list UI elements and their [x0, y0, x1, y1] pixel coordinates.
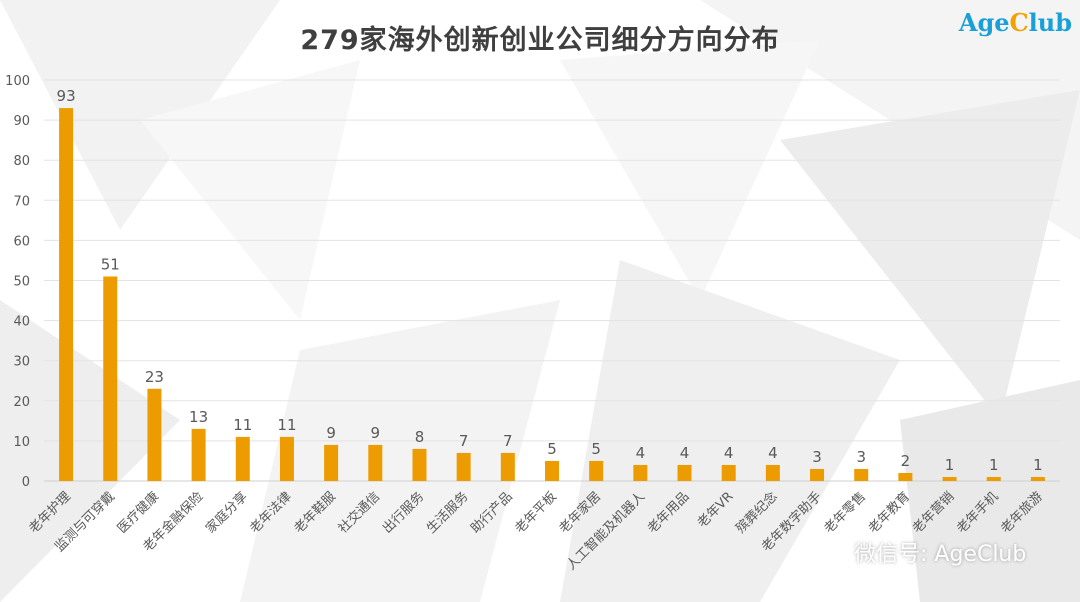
bar — [324, 444, 339, 481]
x-tick-label: 老年平板 — [512, 489, 559, 536]
y-tick-label: 40 — [13, 315, 30, 330]
data-label: 5 — [591, 440, 601, 458]
x-tick-label: 老年VR — [695, 489, 737, 531]
data-label: 3 — [812, 448, 822, 466]
x-tick-label: 老年法律 — [247, 489, 294, 536]
data-label: 13 — [189, 408, 208, 426]
wechat-icon — [806, 537, 846, 566]
data-label: 4 — [768, 444, 778, 462]
bar — [986, 476, 1001, 481]
bar — [633, 464, 648, 481]
y-tick-label: 20 — [13, 395, 30, 410]
bar — [412, 448, 427, 481]
y-tick-label: 80 — [13, 154, 30, 169]
x-tick-label: 老年零售 — [821, 489, 869, 537]
y-tick-label: 60 — [13, 234, 30, 249]
x-tick-label: 老年用品 — [645, 489, 692, 536]
bar — [1030, 476, 1045, 481]
bar — [765, 464, 780, 481]
bar — [235, 436, 250, 481]
bar — [677, 464, 692, 481]
data-label: 11 — [277, 416, 296, 434]
x-tick-label: 老年营销 — [910, 489, 957, 536]
data-label: 4 — [636, 444, 646, 462]
y-tick-label: 90 — [13, 114, 30, 129]
data-label: 3 — [856, 448, 866, 466]
watermark-text: 微信号: AgeClub — [854, 542, 1027, 567]
x-tick-label: 生活服务 — [423, 489, 471, 537]
data-label: 51 — [101, 255, 120, 273]
x-tick-label: 助行产品 — [468, 489, 515, 536]
data-label: 1 — [945, 456, 955, 474]
x-tick-label: 家庭分享 — [203, 489, 251, 537]
bar — [368, 444, 383, 481]
chart-title: 279家海外创新创业公司细分方向分布 — [300, 25, 780, 56]
bar — [59, 108, 74, 481]
y-tick-label: 10 — [13, 435, 30, 450]
x-tick-label: 出行服务 — [379, 489, 427, 537]
data-label: 93 — [57, 87, 76, 105]
bar — [500, 452, 515, 481]
bar — [898, 472, 913, 481]
y-tick-label: 30 — [13, 355, 30, 370]
data-label: 1 — [989, 456, 999, 474]
watermark: 微信号: AgeClub — [806, 534, 1026, 570]
brand-logo: AgeClub — [958, 8, 1072, 37]
data-label: 11 — [233, 416, 252, 434]
bar — [545, 460, 559, 481]
x-tick-label: 老年手机 — [954, 489, 1001, 536]
y-tick-label: 100 — [5, 74, 30, 89]
y-tick-label: 70 — [13, 194, 30, 209]
bar — [589, 460, 604, 481]
data-label: 7 — [459, 432, 469, 450]
x-tick-label: 社交通信 — [335, 489, 383, 537]
data-label: 5 — [547, 440, 557, 458]
data-label: 4 — [724, 444, 734, 462]
data-label: 2 — [901, 452, 911, 470]
bar — [147, 388, 162, 481]
data-label: 4 — [680, 444, 690, 462]
bar — [854, 468, 869, 481]
bar — [456, 452, 471, 481]
x-tick-label: 老年旅游 — [998, 489, 1045, 536]
bar — [279, 436, 294, 481]
data-label: 9 — [371, 424, 381, 442]
bar — [942, 476, 957, 481]
bar — [721, 464, 736, 481]
x-tick-label: 老年教育 — [865, 489, 913, 537]
data-label: 1 — [1033, 456, 1043, 474]
data-label: 9 — [326, 424, 336, 442]
x-tick-label: 人工智能及机器人 — [564, 489, 648, 573]
data-label: 23 — [145, 368, 164, 386]
bar — [191, 428, 206, 481]
data-label: 8 — [415, 428, 425, 446]
bar — [810, 468, 825, 481]
data-label: 7 — [503, 432, 513, 450]
x-tick-label: 老年鞋服 — [291, 489, 339, 537]
y-tick-label: 0 — [22, 475, 30, 490]
bar — [103, 276, 118, 481]
y-tick-label: 50 — [13, 275, 30, 290]
